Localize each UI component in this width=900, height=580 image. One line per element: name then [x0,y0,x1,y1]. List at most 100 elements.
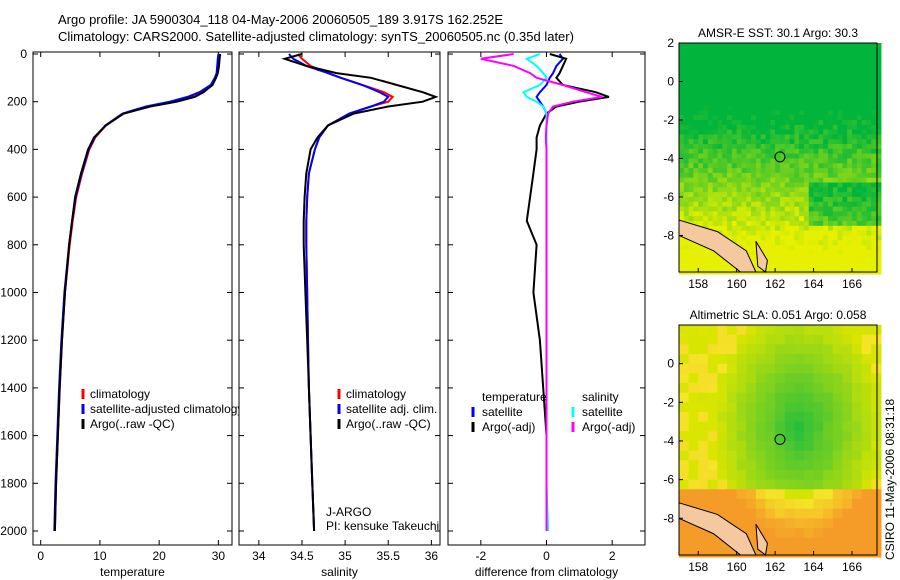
map-cell [799,158,805,164]
map-cell [818,259,824,265]
map-cell [765,95,771,102]
map-cell [779,211,786,217]
map-cell [775,225,781,232]
map-cell [741,100,747,107]
map-cell [683,245,690,251]
map-cell [683,110,690,116]
map-cell [707,489,719,500]
map-cell [852,201,858,208]
map-cell [683,81,690,87]
map-cell [832,86,839,92]
map-cell [876,168,882,174]
map-cell [794,105,800,111]
map-cell [818,52,824,59]
map-cell [837,221,843,227]
map-cell [741,76,747,83]
map-cell [794,518,805,529]
map-cell [775,105,781,111]
map-cell [746,460,757,471]
map-cell [803,129,810,136]
map-cell [803,52,810,59]
map-cell [765,382,776,394]
map-cell [770,134,776,140]
map-cell [770,254,776,261]
map-cell [837,240,843,246]
map-cell [736,206,743,212]
map-cell [688,216,695,222]
map-cell [779,259,786,265]
map-cell [688,105,695,111]
map-cell [731,86,738,92]
map-cell [693,95,699,102]
map-cell [717,76,723,83]
map-cell [794,52,800,59]
map-cell [736,353,747,365]
map-cell [808,67,815,73]
map-cell [779,105,786,111]
map-cell [832,249,839,256]
map-cell [717,264,723,270]
map-cell [789,62,795,68]
map-cell [852,211,858,217]
map-cell [683,115,690,121]
map-cell [755,216,762,222]
x-axis-label: salinity [321,565,358,579]
map-cell [731,235,738,241]
map-cell [727,67,733,73]
map-cell [688,86,695,92]
map-cell [693,129,699,136]
map-cell [813,144,819,150]
map-cell [866,124,872,131]
map-cell [852,62,858,68]
map-cell [746,518,757,529]
map-cell [722,129,728,136]
y-tick-label: 2 [667,36,674,50]
map-cell [832,450,843,461]
map-cell [775,382,786,394]
map-cell [871,182,877,188]
map-cell [693,245,699,251]
map-cell [842,537,853,548]
map-cell [707,192,714,198]
map-cell [799,249,805,256]
map-cell [871,211,877,217]
map-cell [876,43,882,49]
map-cell [679,144,685,150]
map-cell [755,81,762,87]
map-cell [751,230,757,237]
map-cell [823,225,829,232]
map-cell [842,344,853,355]
map-cell [799,196,805,203]
map-cell [823,373,834,384]
map-cell [760,62,767,68]
map-cell [784,235,791,241]
map-cell [688,259,695,265]
map-cell [741,95,747,102]
map-cell [823,421,834,432]
map-cell [770,182,776,188]
map-sla_map [678,324,882,558]
map-cell [688,344,699,355]
map-cell [736,196,743,203]
map-cell [842,134,848,140]
map-cell [784,254,791,261]
map-cell [861,177,868,184]
map-cell [746,221,752,227]
map-cell [827,259,834,265]
map-cell [823,168,829,174]
map-cell [799,172,805,179]
map-cell [775,325,786,336]
map-cell [794,182,800,188]
map-cell [856,211,863,217]
map-cell [683,264,690,270]
map-cell [813,498,824,510]
map-cell [794,119,800,126]
map-cell [717,353,728,365]
map-cell [866,168,872,174]
map-cell [784,230,791,237]
map-cell [679,206,685,212]
map-cell [794,67,800,73]
map-cell [842,182,848,188]
map-cell [736,192,743,198]
map-cell [871,547,882,558]
